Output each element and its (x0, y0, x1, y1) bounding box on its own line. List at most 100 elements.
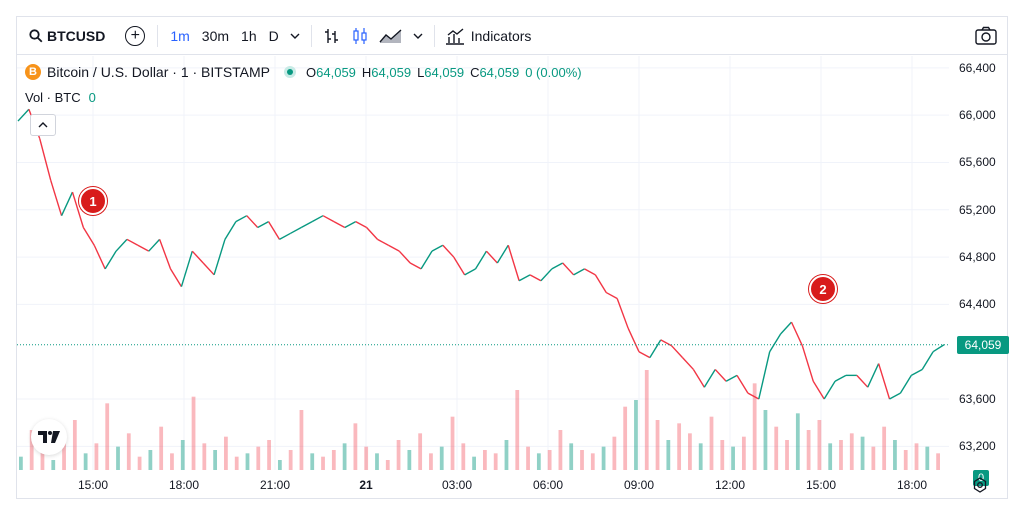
volume-bar (213, 450, 218, 470)
price-segment (442, 244, 455, 258)
volume-bar (677, 423, 682, 470)
price-segment (431, 244, 444, 252)
tradingview-logo-icon (38, 431, 60, 443)
price-chart[interactable] (17, 56, 949, 470)
chart-pane[interactable] (17, 56, 949, 470)
volume-bar (698, 443, 703, 470)
tradingview-logo[interactable] (31, 419, 67, 455)
volume-bar (321, 456, 325, 470)
price-segment (235, 215, 248, 223)
event-marker-2[interactable]: 2 (809, 275, 837, 303)
price-segment (932, 344, 945, 353)
volume-bar (40, 450, 45, 470)
volume-bar (105, 403, 110, 470)
volume-bar (504, 440, 509, 470)
volume-bar (191, 396, 196, 470)
time-axis-label: 15:00 (77, 478, 109, 492)
chevron-up-icon (38, 122, 48, 128)
price-segment (518, 274, 531, 282)
volume-bar (634, 400, 638, 470)
price-segment (300, 220, 313, 229)
price-segment (158, 239, 172, 270)
interval-dropdown-button[interactable] (290, 17, 300, 55)
price-segment (93, 244, 106, 270)
low-key: L (417, 64, 425, 80)
market-status-icon[interactable] (284, 66, 297, 78)
price-segment (856, 374, 869, 388)
price-segment (115, 238, 128, 252)
interval-30m-button[interactable]: 30m (201, 27, 230, 44)
chevron-down-icon (413, 33, 423, 39)
price-axis-label: 64,800 (959, 250, 996, 265)
ohlc-values: O 64,059 H 64,059 L 64,059 C 64,059 0 (0.00%… (306, 65, 588, 80)
volume-bar (148, 450, 153, 470)
open-key: O (306, 64, 317, 80)
price-segment (17, 108, 30, 122)
price-segment (638, 351, 651, 359)
chevron-down-icon (290, 33, 300, 39)
volume-bar (839, 440, 843, 470)
price-segment (344, 220, 357, 229)
bitcoin-logo-icon: B (25, 64, 41, 80)
volume-bar (763, 410, 768, 470)
time-axis[interactable]: 15:00 18:00 21:00 21 03:00 06:00 09:00 12:00 15:… (17, 470, 949, 498)
volume-bar (62, 440, 66, 470)
volume-bar (849, 433, 854, 470)
candles-chart-type-button[interactable] (351, 17, 369, 55)
volume-bar (277, 460, 282, 470)
volume-bar (342, 443, 347, 470)
interval-1m-button[interactable]: 1m (170, 27, 190, 44)
volume-bar (655, 420, 660, 470)
settings-icon (973, 477, 987, 493)
price-segment (485, 250, 498, 264)
chart-settings-button[interactable] (972, 477, 988, 498)
candles-icon (353, 27, 367, 44)
price-segment (191, 250, 204, 264)
time-axis-label: 18:00 (896, 478, 928, 492)
bars-icon (324, 28, 338, 43)
indicators-button[interactable]: Indicators (445, 17, 531, 55)
volume-legend: Vol · BTC 0 (25, 90, 96, 105)
volume-label: Vol · BTC (25, 90, 81, 105)
symbol-title[interactable]: Bitcoin / U.S. Dollar · 1 · BITSTAMP (47, 64, 271, 80)
volume-bar (353, 423, 358, 470)
price-segment (725, 374, 738, 382)
volume-bar (375, 453, 379, 470)
area-chart-type-button[interactable] (379, 17, 403, 55)
volume-bar (515, 390, 520, 470)
price-segment (355, 220, 367, 229)
collapse-legend-button[interactable] (30, 114, 56, 136)
chart-type-dropdown-button[interactable] (413, 17, 423, 55)
price-axis[interactable]: 66,400 66,000 65,600 65,200 64,800 64,400 63,6… (949, 56, 1007, 470)
interval-d-button[interactable]: D (268, 27, 279, 44)
close-key: C (470, 64, 480, 80)
toolbar-divider (310, 24, 312, 47)
volume-bar (256, 446, 261, 470)
price-axis-label: 63,200 (959, 439, 996, 454)
symbol-search-button[interactable]: BTCUSD (29, 17, 105, 55)
volume-bar (461, 443, 466, 470)
time-axis-label: 12:00 (714, 478, 746, 492)
open-value: 64,059 (316, 64, 356, 80)
interval-1h-button[interactable]: 1h (241, 27, 257, 44)
price-segment (823, 380, 836, 400)
compare-symbol-button[interactable]: + (125, 25, 146, 46)
volume-bar (925, 446, 930, 470)
snapshot-button[interactable] (975, 26, 997, 51)
price-segment (224, 221, 237, 240)
price-segment (682, 357, 694, 370)
price-segment (507, 245, 520, 281)
volume-bar (720, 440, 725, 470)
event-marker-1[interactable]: 1 (79, 187, 107, 215)
volume-bar (493, 453, 498, 470)
price-segment (758, 351, 771, 400)
volume-bar (806, 430, 811, 470)
volume-bar (364, 446, 369, 470)
volume-bar (601, 446, 606, 470)
time-axis-label: 21:00 (259, 478, 291, 492)
symbol-label: BTCUSD (47, 27, 106, 44)
volume-bar (731, 446, 735, 470)
price-segment (453, 256, 466, 276)
volume-bar (429, 453, 433, 470)
bar-chart-type-button[interactable] (323, 17, 341, 55)
